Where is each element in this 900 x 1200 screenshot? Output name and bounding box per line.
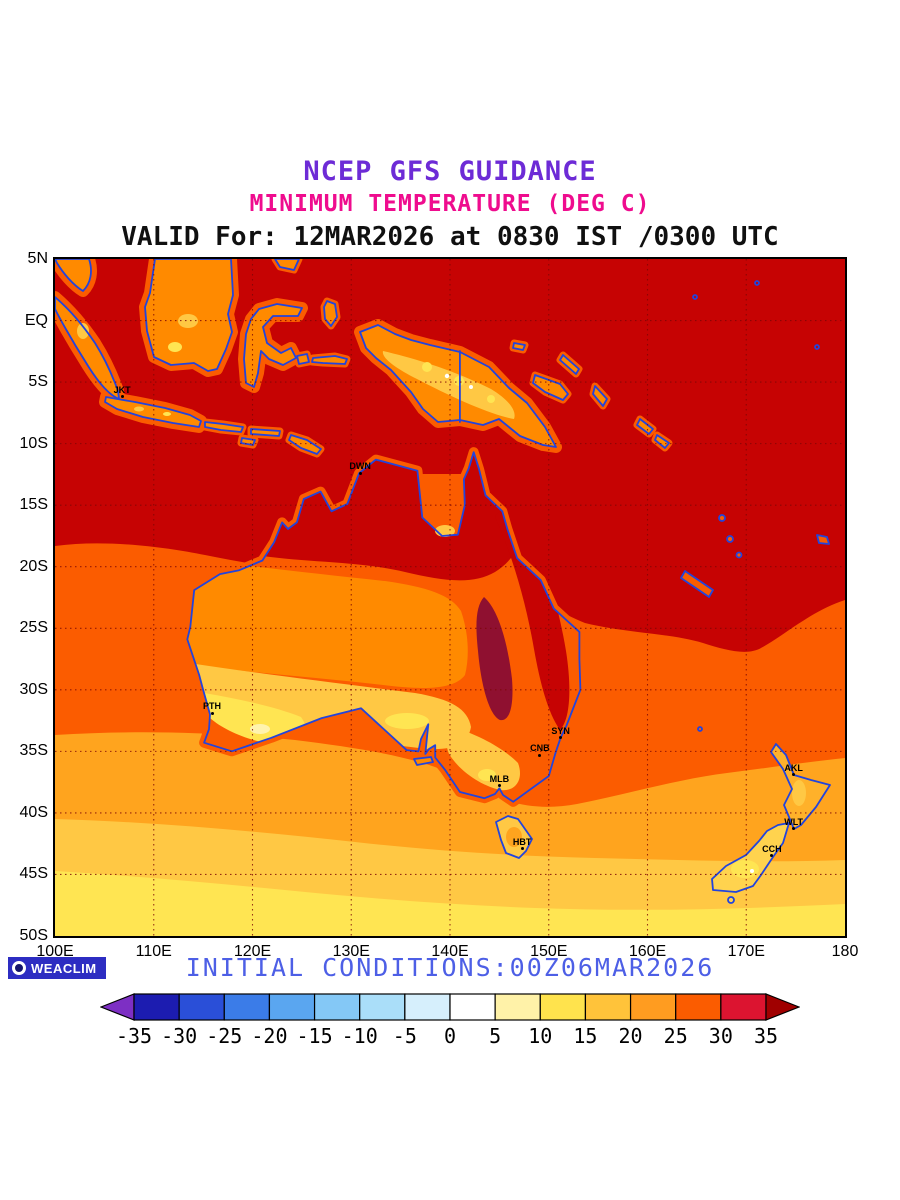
weaclim-icon — [12, 961, 26, 975]
lat-tick-label: 50S — [19, 927, 48, 944]
city-marker — [792, 827, 796, 831]
colorbar-tick-label: 5 — [489, 1024, 502, 1048]
lon-tick-label: 160E — [628, 943, 667, 960]
colorbar-tick-label: 20 — [618, 1024, 643, 1048]
city-label: WLT — [784, 816, 804, 827]
city-label: MLB — [489, 773, 510, 784]
lat-tick-label: 25S — [19, 619, 48, 637]
colorbar-tick-label: -10 — [341, 1024, 378, 1048]
colorbar-left-arrow — [100, 993, 135, 1021]
lon-tick-label: 130E — [332, 943, 370, 960]
colorbar-segment — [404, 993, 451, 1021]
city-label: DWN — [349, 461, 371, 472]
colorbar-tick-label: 15 — [573, 1024, 598, 1048]
city-marker — [559, 736, 563, 740]
colorbar-segment — [494, 993, 541, 1021]
lat-tick-label: 20S — [19, 557, 48, 575]
title-valid-time: VALID For: 12MAR2026 at 0830 IST /0300 U… — [121, 222, 779, 252]
lon-tick-label: 180 — [831, 943, 859, 960]
city-marker — [520, 847, 524, 851]
grid-lines — [55, 259, 845, 936]
city-label: CCH — [762, 843, 782, 854]
map-frame: JKT DWN PTH SYN CNB MLB HBT AKL WLT CCH — [53, 257, 847, 938]
lon-tick-label: 120E — [233, 943, 272, 960]
colorbar-tick-label: -15 — [296, 1024, 333, 1048]
city-marker — [792, 773, 796, 777]
lon-tick-label: 110E — [135, 943, 172, 960]
colorbar-tick-label: -35 — [115, 1024, 153, 1048]
colorbar-tick-label: 35 — [753, 1024, 779, 1048]
lat-tick-label: 30S — [19, 680, 48, 698]
colorbar-tick-label: 0 — [443, 1024, 457, 1048]
city-marker — [358, 471, 362, 475]
city-label: SYN — [551, 725, 570, 736]
city-labels-layer: JKT DWN PTH SYN CNB MLB HBT AKL WLT CCH — [55, 259, 845, 936]
city-label: CNB — [530, 743, 550, 754]
city-label: PTH — [203, 701, 221, 712]
colorbar-tick-label: -30 — [161, 1024, 198, 1048]
colorbar-tick-label: 25 — [663, 1024, 688, 1048]
sumatra — [55, 297, 119, 399]
initial-conditions-text: INITIAL CONDITIONS:00Z06MAR2026 — [185, 953, 715, 982]
colorbar-right-arrow — [765, 993, 800, 1021]
city-marker — [120, 395, 124, 399]
city-marker — [210, 711, 214, 715]
map-canvas — [55, 259, 845, 936]
colorbar-tick-label: 10 — [528, 1024, 553, 1048]
city-marker — [497, 784, 501, 788]
malay-peninsula — [55, 259, 91, 291]
lon-tick-label: 170E — [727, 943, 765, 960]
title-model: NCEP GFS GUIDANCE — [303, 156, 597, 187]
lat-tick-label: 10S — [19, 434, 48, 452]
colorbar-segment — [449, 993, 496, 1021]
city-label: JKT — [113, 384, 131, 395]
colorbar-segment — [629, 993, 677, 1021]
lon-tick-label: 100E — [36, 943, 74, 960]
timor — [289, 435, 321, 454]
colorbar-segment — [584, 993, 632, 1021]
colorbar-segment — [675, 993, 722, 1021]
lat-tick-label: 40S — [19, 803, 48, 821]
weaclim-logo: WEACLIM — [8, 957, 106, 979]
temperature-colorbar — [100, 993, 800, 1021]
lat-tick-label: 5N — [27, 250, 48, 267]
lat-tick-label: 35S — [19, 742, 48, 760]
colorbar-tick-label: -25 — [206, 1024, 243, 1048]
colorbar-tick-label: 30 — [708, 1024, 733, 1048]
city-marker — [538, 753, 542, 757]
lon-tick-label: 150E — [530, 943, 568, 960]
colorbar-segment — [268, 993, 316, 1021]
coastlines — [55, 259, 831, 904]
colorbar-segment — [313, 993, 361, 1021]
city-marker — [770, 854, 774, 858]
colorbar-segment — [359, 993, 406, 1021]
lat-tick-label: 45S — [19, 865, 48, 883]
weaclim-logo-text: WEACLIM — [31, 960, 97, 976]
colorbar-segment — [178, 993, 225, 1021]
lat-tick-label: 15S — [19, 496, 48, 514]
title-field: MINIMUM TEMPERATURE (DEG C) — [249, 191, 651, 217]
city-label: HBT — [512, 836, 532, 847]
colorbar-tick-label: -20 — [251, 1024, 288, 1048]
colorbar-segment — [223, 993, 271, 1021]
colorbar-segment — [539, 993, 587, 1021]
java — [105, 397, 201, 427]
city-label: AKL — [784, 762, 803, 773]
lon-tick-label: 140E — [431, 943, 469, 960]
new-caledonia — [681, 571, 713, 597]
colorbar-segment — [720, 993, 767, 1021]
colorbar-segment — [133, 993, 180, 1021]
colorbar-tick-label: -5 — [392, 1024, 417, 1048]
lat-tick-label: EQ — [24, 311, 48, 329]
lat-tick-label: 5S — [28, 373, 48, 391]
